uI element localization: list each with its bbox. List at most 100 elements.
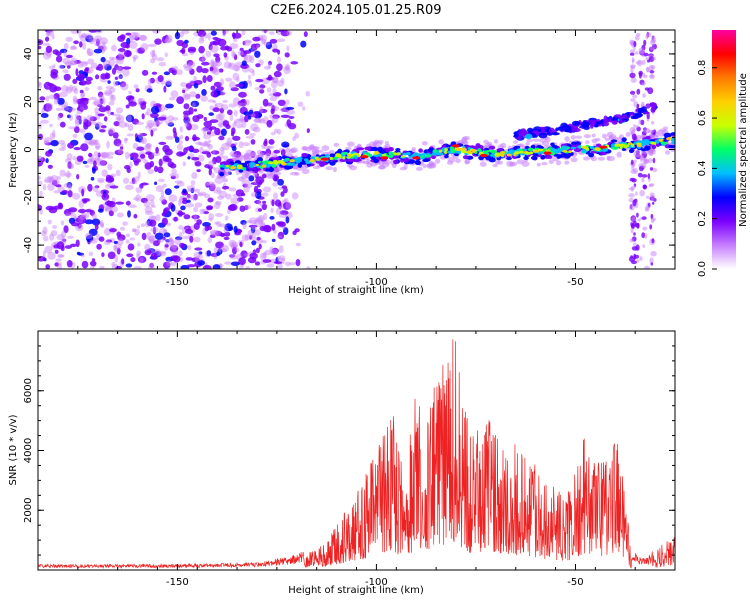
noise-blob <box>145 194 155 202</box>
noise-blob <box>38 82 43 89</box>
noise-blob <box>189 68 195 75</box>
noise-blob <box>126 167 131 174</box>
noise-blob <box>639 190 645 197</box>
noise-blob <box>644 232 648 239</box>
ridge-blob <box>364 146 372 151</box>
noise-blob <box>71 85 78 93</box>
noise-blob <box>259 108 268 114</box>
ridge-blob <box>318 149 324 153</box>
ridge-blob <box>438 149 443 153</box>
ridge-blob <box>670 132 675 136</box>
noise-blob <box>191 257 200 263</box>
noise-blob <box>96 30 102 33</box>
noise-blob <box>51 179 58 186</box>
noise-blob <box>65 86 73 94</box>
ridge-blob <box>273 161 279 165</box>
colorbar-tick-label: 0.0 <box>697 261 708 277</box>
noise-blob <box>628 187 635 191</box>
noise-blob <box>254 200 262 204</box>
noise-blob <box>243 55 248 61</box>
noise-blob <box>149 58 156 64</box>
noise-blob <box>149 77 155 84</box>
noise-blob <box>60 220 65 226</box>
noise-blob <box>214 229 221 237</box>
noise-blob <box>175 69 183 76</box>
noise-blob <box>281 141 290 148</box>
noise-blob <box>158 252 166 257</box>
noise-blob <box>179 49 185 53</box>
noise-blob <box>632 220 637 227</box>
noise-blob <box>101 41 106 46</box>
noise-blob <box>277 56 281 63</box>
noise-blob <box>248 235 253 240</box>
ridge-blob <box>485 150 493 153</box>
noise-blob <box>72 192 81 200</box>
noise-blob <box>135 187 143 194</box>
noise-blob <box>639 256 643 261</box>
noise-blob <box>651 39 656 43</box>
noise-blob <box>214 221 219 225</box>
noise-blob <box>280 191 285 197</box>
noise-blob <box>186 122 192 131</box>
noise-blob <box>124 137 129 142</box>
noise-blob <box>188 80 196 86</box>
noise-blob <box>244 114 249 123</box>
noise-blob <box>255 191 262 199</box>
ridge-blob <box>508 149 515 154</box>
noise-blob <box>87 58 95 65</box>
ridge-blob <box>219 171 225 177</box>
noise-blob <box>157 116 167 121</box>
noise-blob <box>236 197 244 202</box>
noise-blob <box>191 156 200 161</box>
noise-blob <box>44 177 53 182</box>
noise-blob <box>239 205 246 212</box>
noise-blob <box>66 260 73 268</box>
noise-blob <box>146 108 151 116</box>
noise-blob <box>182 89 186 94</box>
noise-blob <box>209 234 216 238</box>
noise-blob <box>132 228 137 233</box>
noise-blob <box>130 257 136 263</box>
ridge-blob <box>411 147 416 151</box>
noise-blob <box>151 53 158 61</box>
noise-blob <box>179 242 185 249</box>
branch-blob <box>650 107 656 113</box>
noise-blob <box>61 105 69 112</box>
noise-blob <box>196 193 204 197</box>
noise-blob <box>642 184 647 189</box>
noise-blob <box>132 197 140 201</box>
noise-blob <box>111 57 116 61</box>
noise-blob <box>95 233 100 238</box>
noise-blob <box>629 204 635 211</box>
noise-blob <box>228 103 237 108</box>
noise-blob <box>78 216 84 224</box>
noise-blob <box>97 63 104 71</box>
noise-blob <box>249 81 253 87</box>
noise-blob <box>105 155 114 159</box>
noise-blob <box>57 254 65 258</box>
noise-blob <box>270 108 275 115</box>
noise-blob <box>644 87 650 91</box>
noise-blob <box>638 47 645 54</box>
ridge-blob <box>585 147 590 151</box>
noise-blob <box>223 226 229 234</box>
noise-blob <box>224 231 231 237</box>
noise-blob <box>57 262 62 266</box>
noise-blob <box>178 250 183 257</box>
noise-blob <box>93 151 100 157</box>
noise-blob <box>196 65 203 73</box>
snr-marks <box>38 339 675 570</box>
ridge-blob <box>378 149 386 155</box>
spectrogram-y-axis-label: Frequency (Hz) <box>8 112 19 188</box>
noise-blob <box>154 120 161 127</box>
ridge-blob <box>665 133 672 137</box>
noise-blob <box>268 60 272 66</box>
noise-blob <box>49 65 55 70</box>
noise-blob <box>210 183 217 188</box>
noise-blob <box>98 106 107 113</box>
ridge-blob <box>458 148 463 151</box>
noise-blob <box>234 67 240 72</box>
ridge-blob <box>342 156 346 160</box>
ridge-blob <box>289 171 298 176</box>
ridge-blob <box>670 137 675 142</box>
